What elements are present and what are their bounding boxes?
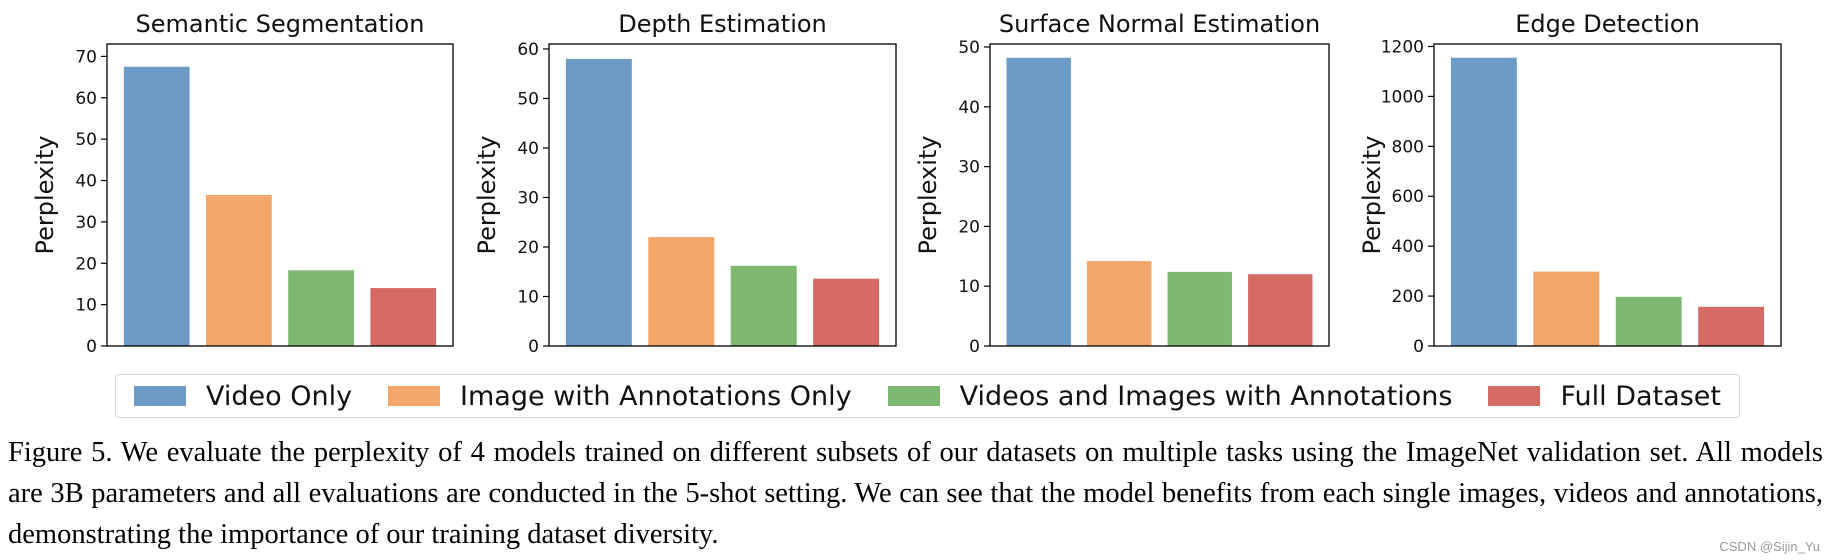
- bar-edge-detection-videos-and-images-with-annotations: [1615, 296, 1682, 346]
- bar-surface-normal-estimation-video-only: [1006, 57, 1071, 346]
- y-tick-label-edge-detection: 1200: [1381, 37, 1424, 57]
- bar-semantic-segmentation-video-only: [123, 66, 190, 347]
- legend-swatch-image-annotations: [388, 386, 441, 406]
- y-tick-label-edge-detection: 600: [1392, 187, 1424, 207]
- y-axis-label-semantic-segmentation: Perplexity: [31, 136, 59, 255]
- legend-item-image-annotations: Image with Annotations Only: [388, 381, 852, 412]
- bar-depth-estimation-image-with-annotations-only: [648, 237, 715, 346]
- y-tick-label-depth-estimation: 10: [517, 287, 539, 307]
- bar-semantic-segmentation-image-with-annotations-only: [206, 195, 272, 346]
- y-tick-label-surface-normal-estimation: 0: [969, 337, 980, 357]
- y-tick-label-semantic-segmentation: 40: [75, 172, 97, 192]
- y-tick-label-semantic-segmentation: 0: [86, 337, 97, 357]
- y-tick-label-semantic-segmentation: 20: [75, 254, 97, 274]
- legend: Video Only Image with Annotations Only V…: [115, 374, 1740, 418]
- bar-depth-estimation-videos-and-images-with-annotations: [730, 265, 797, 346]
- bar-surface-normal-estimation-image-with-annotations-only: [1087, 261, 1152, 346]
- chart-title-depth-estimation: Depth Estimation: [618, 10, 827, 38]
- plot-frame-surface-normal-estimation: [989, 43, 1330, 347]
- y-tick-label-semantic-segmentation: 30: [75, 213, 97, 233]
- bar-edge-detection-image-with-annotations-only: [1533, 271, 1600, 346]
- y-tick-label-edge-detection: 0: [1413, 337, 1424, 357]
- bar-depth-estimation-video-only: [565, 58, 632, 347]
- legend-label-video-only: Video Only: [205, 380, 353, 412]
- bar-surface-normal-estimation-full-dataset: [1248, 274, 1313, 346]
- plot-frame-edge-detection: [1433, 43, 1782, 347]
- y-tick-label-depth-estimation: 50: [517, 89, 539, 109]
- bar-semantic-segmentation-full-dataset: [370, 288, 437, 346]
- y-tick-label-edge-detection: 200: [1392, 287, 1424, 307]
- y-tick-label-depth-estimation: 30: [517, 188, 539, 208]
- y-tick-label-edge-detection: 800: [1392, 137, 1424, 157]
- y-tick-label-surface-normal-estimation: 20: [958, 217, 980, 237]
- chart-title-semantic-segmentation: Semantic Segmentation: [136, 10, 425, 38]
- y-tick-label-semantic-segmentation: 10: [75, 296, 97, 316]
- legend-label-videos-images: Videos and Images with Annotations: [959, 380, 1453, 412]
- y-axis-label-depth-estimation: Perplexity: [473, 136, 501, 255]
- legend-swatch-full-dataset: [1488, 386, 1541, 406]
- legend-label-image-annotations: Image with Annotations Only: [460, 380, 852, 412]
- y-axis-label-edge-detection: Perplexity: [1358, 136, 1386, 255]
- bar-depth-estimation-full-dataset: [813, 278, 880, 346]
- bar-semantic-segmentation-videos-and-images-with-annotations: [288, 270, 354, 346]
- y-tick-label-surface-normal-estimation: 40: [958, 98, 980, 118]
- y-tick-label-depth-estimation: 20: [517, 238, 539, 258]
- legend-swatch-video-only: [133, 386, 186, 406]
- y-tick-label-depth-estimation: 40: [517, 139, 539, 159]
- y-tick-label-depth-estimation: 60: [517, 40, 539, 60]
- watermark: CSDN @Sijin_Yu: [1719, 539, 1820, 554]
- y-axis-label-surface-normal-estimation: Perplexity: [914, 136, 942, 255]
- bar-edge-detection-full-dataset: [1698, 306, 1765, 346]
- legend-item-full-dataset: Full Dataset: [1488, 380, 1721, 412]
- y-tick-label-edge-detection: 1000: [1381, 87, 1424, 107]
- y-tick-label-surface-normal-estimation: 50: [958, 38, 980, 58]
- plot-frame-semantic-segmentation: [106, 43, 454, 347]
- plot-frame-depth-estimation: [548, 43, 897, 347]
- legend-item-videos-images: Videos and Images with Annotations: [887, 380, 1453, 412]
- y-tick-label-edge-detection: 400: [1392, 237, 1424, 257]
- y-tick-label-depth-estimation: 0: [528, 337, 539, 357]
- chart-title-surface-normal-estimation: Surface Normal Estimation: [999, 10, 1320, 38]
- chart-title-edge-detection: Edge Detection: [1515, 10, 1700, 38]
- bar-edge-detection-video-only: [1450, 57, 1517, 347]
- y-tick-label-semantic-segmentation: 70: [75, 47, 97, 67]
- y-tick-label-semantic-segmentation: 50: [75, 130, 97, 150]
- y-tick-label-semantic-segmentation: 60: [75, 89, 97, 109]
- y-tick-label-surface-normal-estimation: 30: [958, 158, 980, 178]
- bar-surface-normal-estimation-videos-and-images-with-annotations: [1167, 271, 1232, 346]
- legend-label-full-dataset: Full Dataset: [1560, 380, 1721, 412]
- bar-charts: Semantic Segmentation 0 10 20 30 40 50 60 70 Perp…: [31, 10, 1782, 357]
- y-tick-label-surface-normal-estimation: 10: [958, 277, 980, 297]
- figure-caption: Figure 5. We evaluate the perplexity of …: [8, 437, 1823, 550]
- legend-item-video-only: Video Only: [133, 380, 353, 412]
- legend-swatch-videos-images: [887, 386, 940, 406]
